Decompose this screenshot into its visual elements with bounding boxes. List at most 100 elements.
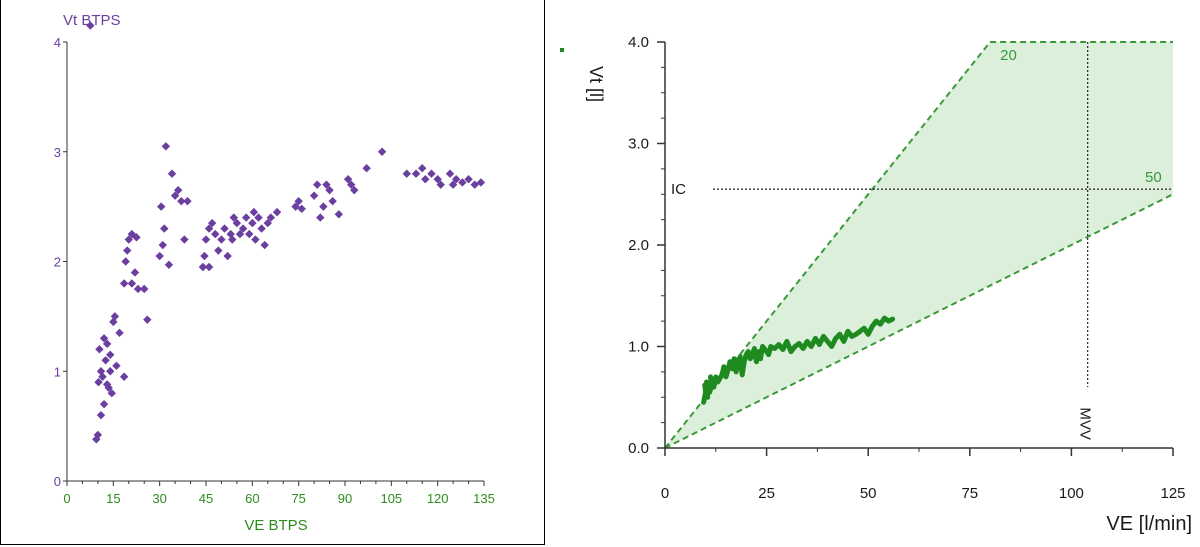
scatter-point [452, 174, 461, 184]
scatter-point [427, 169, 436, 178]
scatter-point [106, 367, 115, 376]
scatter-point [319, 202, 328, 211]
scatter-point [241, 213, 251, 222]
left-x-tick-label: 30 [152, 491, 166, 506]
right-legend-marker [560, 48, 564, 52]
rr50-label: 50 [1145, 169, 1162, 186]
scatter-point [418, 164, 427, 173]
scatter-point [232, 218, 242, 228]
scatter-point [313, 180, 322, 189]
scatter-point [99, 334, 109, 343]
mvv-label: MVV [1077, 407, 1094, 440]
scatter-point [266, 213, 276, 222]
scatter-point [362, 164, 371, 173]
left-y-tick-label: 3 [54, 145, 61, 160]
scatter-point [86, 21, 95, 30]
scatter-point [133, 284, 143, 294]
scatter-point [245, 229, 254, 239]
scatter-point [132, 233, 141, 242]
right-x-tick-label: 25 [758, 485, 775, 502]
scatter-point [325, 185, 334, 195]
scatter-point [402, 169, 411, 178]
left-x-tick-label: 135 [473, 491, 495, 506]
right-x-tick-label: 125 [1160, 485, 1185, 502]
scatter-point [211, 229, 220, 239]
scatter-point [95, 345, 104, 354]
scatter-point [433, 174, 442, 184]
scatter-point [445, 169, 455, 178]
scatter-point [204, 224, 214, 233]
right-y-tick-label: 3.0 [628, 136, 649, 153]
scatter-point [123, 246, 132, 255]
scatter-point [96, 367, 106, 376]
scatter-point [161, 142, 171, 151]
right-x-axis-label: VE [l/min] [1106, 513, 1192, 535]
scatter-point [377, 147, 387, 156]
scatter-point [121, 257, 130, 266]
right-ventilation-chart: IC MVV 20 50 0.0 1.0 2.0 3.0 4.0 0 25 50 75 100 125 Vt… [560, 34, 1192, 535]
scatter-point [93, 430, 103, 440]
scatter-point [106, 350, 115, 359]
right-y-axis-label: Vt [l] [586, 66, 606, 102]
scatter-point [124, 235, 133, 244]
scatter-point [214, 246, 223, 255]
left-x-tick-label: 90 [338, 491, 352, 506]
scatter-point [207, 218, 217, 228]
scatter-point [101, 356, 110, 365]
right-x-tick-label: 100 [1059, 485, 1084, 502]
left-chart-panel: Vt BTPS VE BTPS 0 1 2 3 4 0 15 30 45 60 75 90 105 120… [0, 0, 545, 545]
scatter-point [99, 399, 109, 409]
right-x-tick-label: 0 [661, 485, 669, 502]
rr20-line [664, 41, 991, 449]
scatter-point [112, 361, 121, 370]
scatter-point [249, 207, 259, 217]
left-x-tick-label: 15 [106, 491, 120, 506]
scatter-point [260, 240, 269, 250]
scatter-point [170, 191, 180, 200]
right-y-tick-label: 2.0 [628, 237, 649, 254]
scatter-point [96, 410, 106, 420]
scatter-point [204, 262, 214, 272]
left-x-tick-label: 75 [291, 491, 305, 506]
scatter-point [235, 229, 245, 239]
scatter-point [226, 229, 235, 239]
scatter-point [198, 262, 208, 272]
vt-ve-trace [701, 315, 896, 405]
scatter-point [167, 169, 177, 178]
scatter-point [110, 312, 120, 321]
scatter-point [309, 191, 319, 200]
scatter-point [94, 378, 103, 387]
left-y-axis-label: Vt BTPS [63, 12, 121, 29]
scatter-point [238, 224, 248, 233]
scatter-point [180, 235, 189, 244]
left-y-tick-label: 1 [54, 364, 61, 379]
left-x-tick-label: 45 [199, 491, 213, 506]
rr20-label: 20 [1000, 47, 1017, 64]
scatter-point [119, 279, 129, 288]
right-x-tick-label: 50 [860, 485, 877, 502]
ic-label: IC [671, 181, 686, 198]
scatter-point [229, 213, 238, 222]
scatter-point [346, 180, 356, 189]
scatter-point [228, 235, 237, 244]
scatter-point [177, 196, 186, 206]
scatter-point [272, 207, 282, 217]
scatter-point [164, 260, 174, 269]
scatter-point [294, 196, 303, 206]
scatter-point [436, 180, 445, 189]
scatter-point [248, 218, 257, 228]
scatter-point [158, 240, 167, 250]
scatter-point [421, 174, 430, 184]
left-y-tick-label: 2 [54, 255, 61, 270]
scatter-point [343, 174, 353, 184]
scatter-point [251, 235, 260, 244]
scatter-point [119, 372, 129, 381]
left-scatter-chart: Vt BTPS VE BTPS 0 1 2 3 4 0 15 30 45 60 75 90 105 120… [54, 12, 495, 534]
scatter-point [183, 196, 192, 206]
rr50-line [664, 193, 1174, 449]
scatter-point [102, 339, 112, 349]
scatter-point [140, 284, 149, 294]
scatter-point [334, 210, 344, 219]
scatter-point [201, 235, 211, 244]
left-x-tick-label: 60 [245, 491, 259, 506]
